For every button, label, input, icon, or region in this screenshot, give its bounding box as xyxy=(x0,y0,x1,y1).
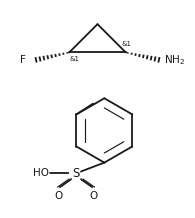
Text: NH$_2$: NH$_2$ xyxy=(164,53,185,67)
Text: F: F xyxy=(20,55,26,65)
Text: &1: &1 xyxy=(69,56,79,62)
Text: &1: &1 xyxy=(122,41,132,47)
Text: HO: HO xyxy=(33,168,49,178)
Text: S: S xyxy=(72,167,80,180)
Text: O: O xyxy=(90,191,98,201)
Text: O: O xyxy=(54,191,63,201)
